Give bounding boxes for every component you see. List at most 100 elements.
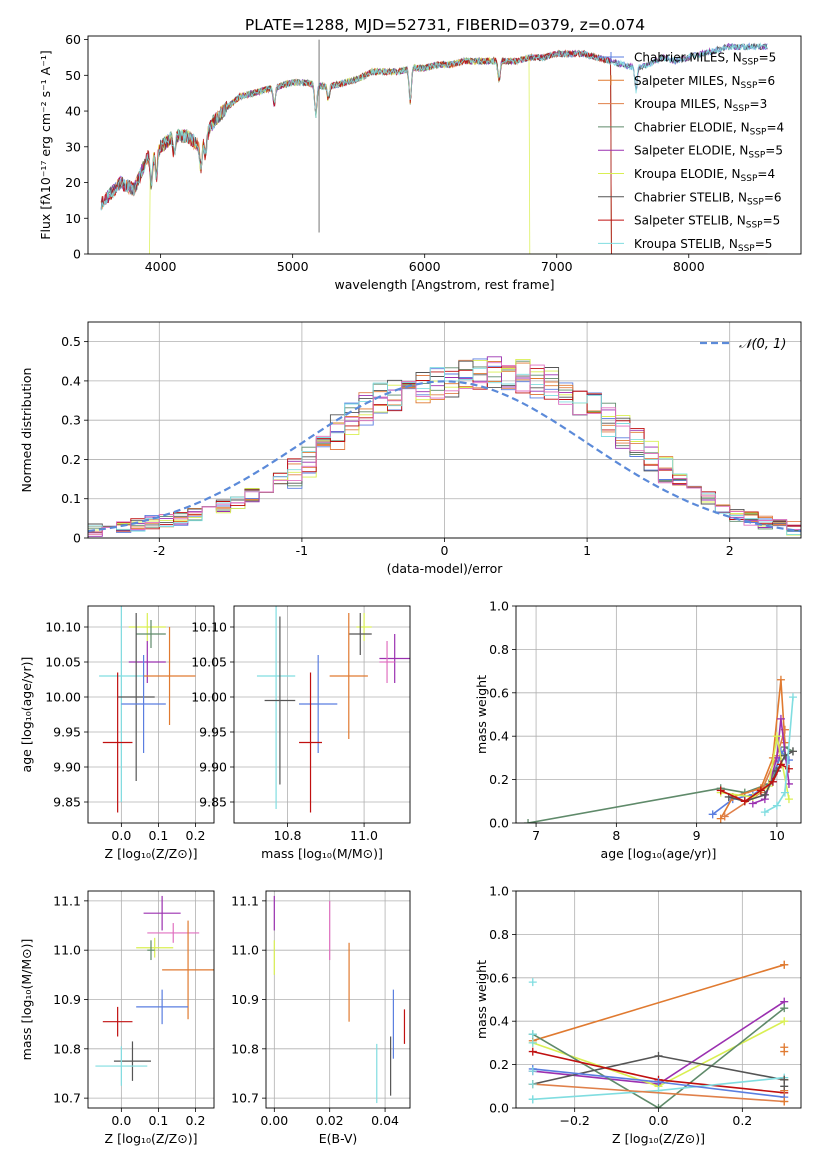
x-tick-label: 6000 <box>409 259 441 274</box>
errorbar-point <box>136 937 174 958</box>
axes-frame <box>87 605 215 824</box>
y-tick-label: 9.90 <box>199 760 227 775</box>
errorbar-point <box>136 989 189 1025</box>
y-tick-label: 10.05 <box>45 655 81 670</box>
errorbar-point <box>299 655 338 753</box>
y-tick-label: 10.10 <box>45 620 81 635</box>
errorbar-point <box>95 1046 148 1086</box>
x-tick-label: 0.1 <box>148 1113 168 1128</box>
x-tick-label: 5000 <box>277 259 309 274</box>
errorbar-point <box>113 1041 151 1081</box>
y-tick-label: 10.9 <box>53 992 81 1007</box>
y-tick-label: 10.00 <box>45 690 81 705</box>
mass-weight-series <box>532 1083 785 1103</box>
x-axis-label: (data-model)/error <box>387 561 504 576</box>
mass-weight-series <box>724 729 786 818</box>
mass-weight-marker <box>780 1047 789 1056</box>
legend-subscript: SSP <box>741 81 758 91</box>
y-tick-label: 0.8 <box>489 927 509 942</box>
x-tick-label: 0.00 <box>260 1113 288 1128</box>
mass-weight-marker <box>788 693 797 702</box>
y-tick-label: 40 <box>65 104 81 119</box>
errorbar-point <box>102 672 133 813</box>
mass-weight-marker <box>780 1017 789 1026</box>
x-tick-label: 0.04 <box>371 1113 399 1128</box>
x-tick-label: 0 <box>441 543 449 558</box>
errorbar-point <box>147 940 155 961</box>
histogram-legend: 𝒩(0, 1) <box>700 337 786 352</box>
legend-label: Chabrier ELODIE, NSSP=4 <box>634 120 784 137</box>
errorbar-point <box>136 620 166 648</box>
x-tick-label: 0.2 <box>732 1113 752 1128</box>
mass-weight-marker <box>772 753 781 762</box>
y-tick-label: 0.6 <box>489 685 509 700</box>
y-tick-label: 50 <box>65 68 81 83</box>
normal-curve <box>88 380 801 533</box>
mass-weight-marker <box>528 1095 537 1104</box>
y-tick-label: 0.8 <box>489 642 509 657</box>
y-tick-label: 9.90 <box>53 760 81 775</box>
y-tick-label: 60 <box>65 32 81 47</box>
y-tick-label: 0 <box>73 531 81 546</box>
y-tick-label: 30 <box>65 139 81 154</box>
y-axis-label: age [log₁₀(age/yr)] <box>19 657 34 773</box>
y-axis-label: mass weight <box>474 675 489 754</box>
mass-weight-marker <box>654 1051 663 1060</box>
mass-weight-marker <box>528 1030 537 1039</box>
x-tick-label: 4000 <box>145 259 177 274</box>
errorbar-point <box>299 672 322 813</box>
figure-title: PLATE=1288, MJD=52731, FIBERID=0379, z=0… <box>245 16 645 34</box>
y-tick-label: 9.95 <box>199 725 227 740</box>
y-tick-label: 0.1 <box>61 491 81 506</box>
x-axis-label: Z [log₁₀(Z/Z⊙)] <box>105 1131 198 1146</box>
y-tick-label: 0.6 <box>489 970 509 985</box>
mass-weight-marker <box>768 777 777 786</box>
legend-count: =6 <box>757 74 775 88</box>
y-tick-label: 11.1 <box>53 893 81 908</box>
mass-weight-marker <box>528 1080 537 1089</box>
mass-weight-marker <box>716 786 725 795</box>
axes-frame <box>515 605 802 824</box>
errorbar-points <box>95 895 214 1086</box>
errorbar-points <box>273 895 406 1104</box>
spectrum-legend: Chabrier MILES, NSSP=5 Salpeter MILES, NS… <box>598 51 784 254</box>
chart-3-axes: 10.8 11.0 9.85 9.90 9.95 10.00 10.05 10.10 mass … <box>191 606 410 861</box>
mass-weight-marker <box>528 1038 537 1047</box>
errorbar-point <box>102 1006 133 1037</box>
mass-weight-marker <box>772 801 781 810</box>
mass-weight-marker <box>708 810 717 819</box>
mass-weight-marker <box>740 797 749 806</box>
x-axis-label: mass [log₁₀(M/M⊙)] <box>261 846 383 861</box>
mass-weight-marker <box>720 812 729 821</box>
y-tick-label: 0.0 <box>489 816 509 831</box>
y-tick-label: 0.5 <box>61 334 81 349</box>
mass-weight-marker <box>780 1004 789 1013</box>
legend-subscript: SSP <box>738 244 755 254</box>
errorbar-points <box>99 606 196 813</box>
legend-subscript: SSP <box>750 127 767 137</box>
y-tick-label: 10.8 <box>231 1041 259 1056</box>
errorbar-point <box>147 923 200 943</box>
errorbar-point <box>121 655 166 753</box>
mass-weight-marker <box>524 819 533 823</box>
x-axis-label: Z [log₁₀(Z/Z⊙)] <box>105 846 198 861</box>
mass-weight-lines <box>528 960 789 1108</box>
y-tick-label: 10.10 <box>191 620 227 635</box>
legend-subscript: SSP <box>741 174 758 184</box>
errorbar-point <box>379 641 395 683</box>
legend-label: Kroupa ELODIE, NSSP=4 <box>634 167 775 184</box>
x-tick-label: 0.02 <box>316 1113 344 1128</box>
legend-label: Kroupa STELIB, NSSP=5 <box>634 237 772 254</box>
y-tick-label: 11.0 <box>231 943 259 958</box>
x-tick-label: 7000 <box>541 259 573 274</box>
x-tick-label: 7 <box>532 828 540 843</box>
y-tick-label: 10.05 <box>191 655 227 670</box>
legend-count: =5 <box>755 237 773 251</box>
mass-weight-marker <box>780 960 789 969</box>
mass-weight-series <box>764 697 794 813</box>
legend-label: Salpeter ELODIE, NSSP=5 <box>634 144 783 161</box>
y-tick-label: 9.95 <box>53 725 81 740</box>
x-tick-label: 0.0 <box>111 1113 131 1128</box>
mass-weight-marker <box>780 1097 789 1106</box>
